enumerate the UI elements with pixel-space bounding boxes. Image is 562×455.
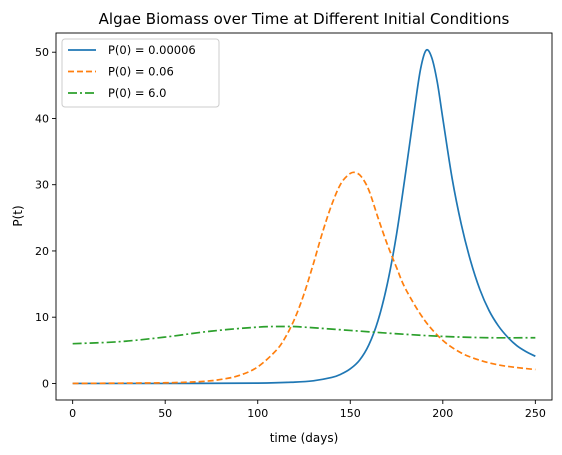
plot-frame — [55, 32, 553, 401]
chart-title: Algae Biomass over Time at Different Ini… — [99, 10, 510, 28]
series-line-0 — [72, 48, 536, 385]
y-tick-label: 50 — [35, 46, 49, 59]
y-tick-label: 10 — [35, 311, 49, 324]
series-line-1 — [72, 171, 536, 385]
legend: P(0) = 0.00006 P(0) = 0.06 P(0) = 6.0 — [61, 38, 220, 108]
x-tick-label: 200 — [432, 407, 453, 420]
legend-label-2: P(0) = 6.0 — [108, 86, 166, 100]
legend-label-1: P(0) = 0.06 — [108, 65, 174, 79]
y-tick-label: 0 — [42, 377, 49, 390]
series-layer — [72, 48, 536, 385]
y-tick-label: 30 — [35, 179, 49, 192]
x-tick-label: 100 — [247, 407, 268, 420]
x-tick-label: 0 — [69, 407, 76, 420]
y-tick-label: 40 — [35, 112, 49, 125]
legend-frame — [61, 38, 220, 108]
y-tick-label: 20 — [35, 245, 49, 258]
x-tick-label: 150 — [340, 407, 361, 420]
y-axis-label: P(t) — [11, 205, 25, 226]
series-line-2 — [72, 325, 536, 345]
legend-label-0: P(0) = 0.00006 — [108, 43, 196, 57]
x-tick-label: 250 — [525, 407, 546, 420]
tick-layer: 0 50 100 150 200 250 0 10 20 30 40 50 — [35, 46, 546, 420]
x-tick-label: 50 — [158, 407, 172, 420]
x-axis-label: time (days) — [270, 431, 339, 445]
